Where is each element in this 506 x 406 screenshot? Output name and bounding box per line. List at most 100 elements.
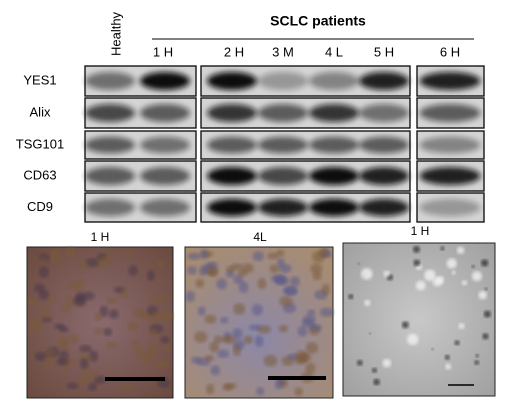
nucleus xyxy=(204,314,217,324)
nucleus xyxy=(279,296,293,307)
particle xyxy=(431,348,434,351)
particle xyxy=(348,294,354,300)
nucleus xyxy=(68,281,80,291)
band xyxy=(359,72,409,90)
nucleus xyxy=(127,321,139,332)
nucleus xyxy=(252,303,263,316)
nucleus xyxy=(232,328,243,340)
particle xyxy=(480,259,489,267)
nucleus xyxy=(204,354,215,362)
nucleus xyxy=(199,248,209,260)
micrographs xyxy=(26,242,496,399)
nucleus xyxy=(312,271,322,281)
control-label: Healthy xyxy=(108,11,123,56)
lane-label: 3 M xyxy=(272,44,294,59)
nucleus xyxy=(256,386,265,396)
nucleus xyxy=(310,263,323,274)
row-label: YES1 xyxy=(23,72,56,87)
nucleus xyxy=(141,352,154,364)
image-label: 1 H xyxy=(411,224,430,238)
nucleus xyxy=(100,255,111,263)
nucleus xyxy=(297,325,308,337)
particle xyxy=(440,246,445,251)
nucleus xyxy=(216,278,228,290)
vesicle xyxy=(364,299,371,306)
nucleus xyxy=(155,261,166,268)
nucleus xyxy=(233,275,244,285)
band xyxy=(419,167,481,185)
particle xyxy=(483,310,491,318)
blot-border xyxy=(200,97,411,129)
blot-border xyxy=(200,192,411,223)
band xyxy=(419,136,481,154)
band xyxy=(207,136,257,154)
vesicle xyxy=(361,268,373,280)
nucleus xyxy=(267,252,279,260)
particle xyxy=(482,333,489,340)
nucleus xyxy=(79,358,89,369)
nucleus xyxy=(113,286,125,294)
nucleus xyxy=(38,257,48,266)
nucleus xyxy=(90,369,99,379)
nucleus xyxy=(289,276,300,287)
nucleus xyxy=(222,383,233,391)
western-blot xyxy=(84,65,485,223)
vesicle xyxy=(478,290,487,300)
nucleus xyxy=(103,327,113,337)
blot-border xyxy=(84,160,197,192)
nucleus xyxy=(263,355,278,367)
nucleus xyxy=(269,264,280,274)
nucleus xyxy=(56,334,70,347)
band xyxy=(140,167,190,185)
row-label: TSG101 xyxy=(16,136,64,151)
nucleus xyxy=(187,265,197,275)
nucleus xyxy=(41,304,51,314)
particle xyxy=(401,321,409,329)
nucleus xyxy=(213,335,223,344)
particle xyxy=(412,245,420,253)
nucleus xyxy=(278,324,289,333)
nucleus xyxy=(148,296,158,305)
blot-border xyxy=(84,65,197,97)
particle xyxy=(357,262,360,265)
band xyxy=(85,198,135,217)
nucleus xyxy=(185,291,196,303)
nucleus xyxy=(257,324,271,334)
nucleus xyxy=(305,342,319,354)
nucleus xyxy=(220,316,229,324)
blot-border xyxy=(84,97,197,129)
nucleus xyxy=(308,323,322,332)
nucleus xyxy=(134,347,145,357)
band xyxy=(140,104,190,122)
blot-border xyxy=(84,192,197,223)
particle xyxy=(475,353,479,358)
blot-border xyxy=(200,160,411,192)
lane-label: 4 L xyxy=(325,44,343,59)
nucleus xyxy=(39,312,53,320)
band xyxy=(419,72,481,90)
nucleus xyxy=(307,309,316,316)
vesicle xyxy=(445,363,452,370)
nucleus xyxy=(128,265,138,276)
band xyxy=(85,72,135,90)
band xyxy=(258,167,308,185)
labels: Healthy SCLC patients 1 H 2 H 3 M 4 L 5 H 6 H… xyxy=(16,11,474,244)
nucleus xyxy=(190,356,202,364)
particle xyxy=(474,360,480,365)
particle xyxy=(454,340,460,346)
nucleus xyxy=(148,341,159,352)
blot-border xyxy=(416,65,485,97)
particle xyxy=(444,354,450,360)
nucleus xyxy=(302,314,316,325)
vesicle xyxy=(436,276,445,284)
nucleus xyxy=(319,307,334,317)
nucleus xyxy=(65,246,76,258)
nucleus xyxy=(257,277,267,290)
nucleus xyxy=(149,328,158,336)
nucleus xyxy=(283,286,298,296)
nucleus xyxy=(195,278,205,288)
image-label: 4L xyxy=(253,230,267,244)
band xyxy=(309,167,359,185)
nucleus xyxy=(49,253,63,265)
vesicle xyxy=(383,270,390,277)
